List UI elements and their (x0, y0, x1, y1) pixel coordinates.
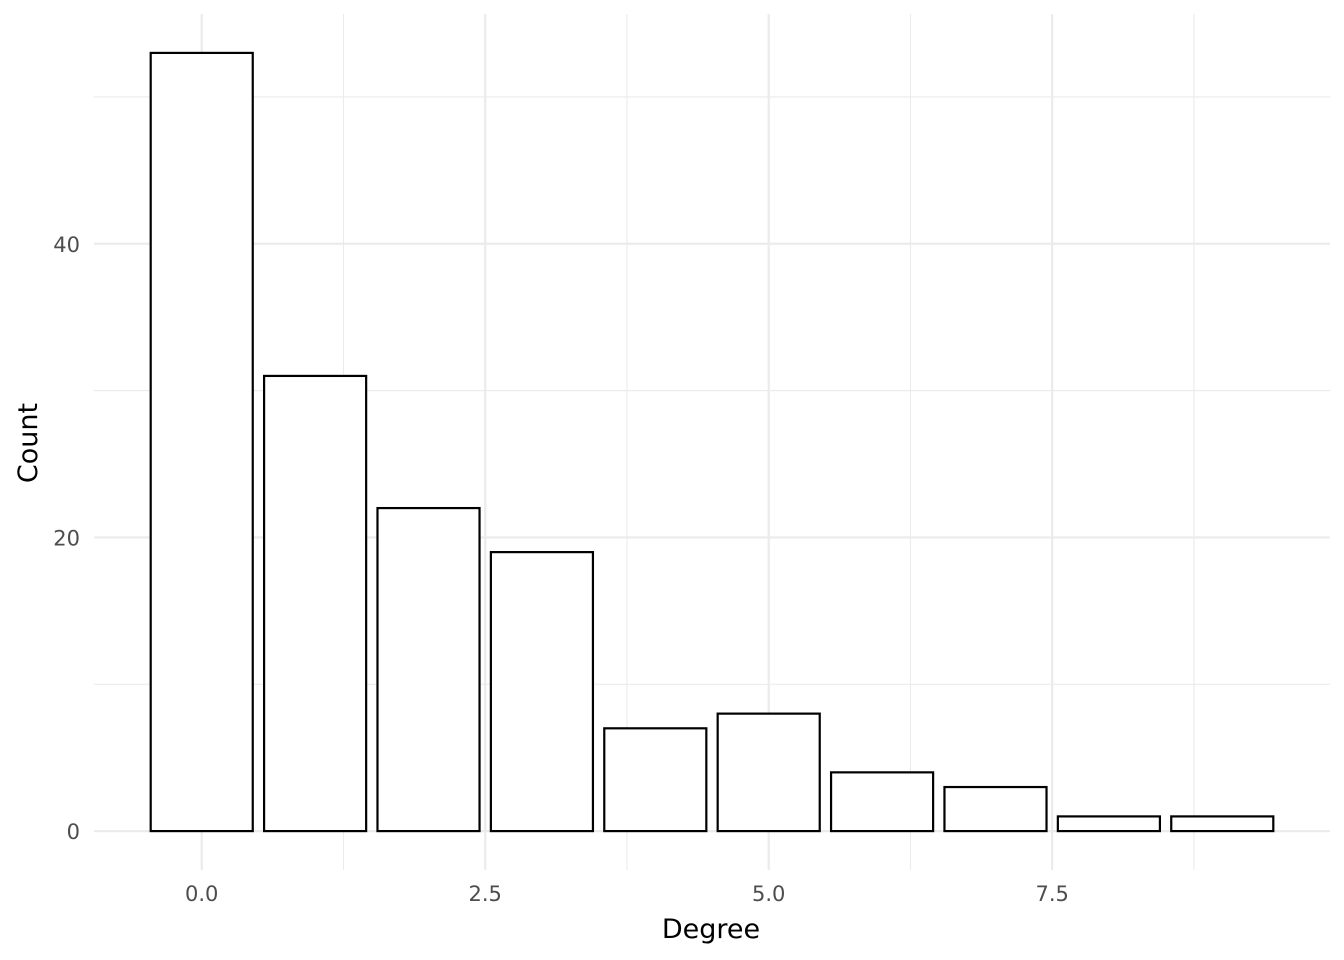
bar-degree-3 (489, 551, 595, 833)
bar-degree-2 (376, 506, 481, 833)
bar-degree-0 (149, 51, 254, 833)
x-tick-label: 7.5 (1035, 882, 1068, 906)
y-tick-label: 0 (67, 820, 80, 844)
y-axis-title: Count (13, 403, 44, 483)
bars (149, 51, 1275, 833)
bar-degree-1 (262, 374, 368, 833)
x-tick-label: 2.5 (469, 882, 502, 906)
x-tick-label: 5.0 (752, 882, 785, 906)
x-axis-title: Degree (662, 914, 760, 945)
bar-degree-8 (1056, 815, 1162, 833)
y-tick-label: 40 (53, 233, 80, 257)
x-tick-label: 0.0 (185, 882, 218, 906)
bar-degree-4 (603, 727, 708, 833)
bar-degree-9 (1170, 815, 1275, 833)
bar-degree-7 (943, 785, 1048, 833)
bar-degree-6 (829, 771, 935, 833)
bar-degree-5 (716, 712, 821, 833)
tick-labels: 0.0 2.5 5.0 7.5 0 20 40 (53, 233, 1069, 906)
y-tick-label: 20 (53, 526, 80, 550)
